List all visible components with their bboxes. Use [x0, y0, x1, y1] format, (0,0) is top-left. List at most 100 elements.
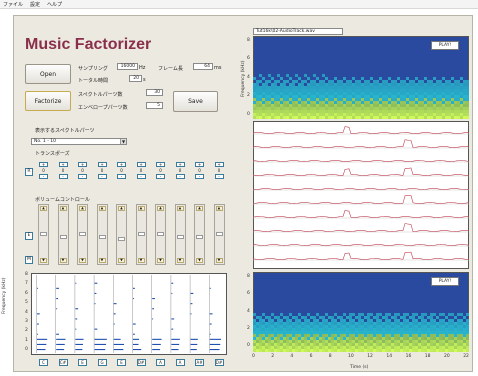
transpose-up-button[interactable]: + — [214, 162, 224, 167]
spectrogram-cell — [373, 113, 376, 116]
slider-down-arrow[interactable]: ▼ — [137, 258, 145, 263]
slider-thumb[interactable] — [118, 236, 125, 241]
volume-slider[interactable]: ▲ ▼ — [174, 204, 186, 265]
transpose-up-button[interactable]: + — [117, 162, 126, 167]
slider-down-arrow[interactable]: ▼ — [176, 258, 184, 263]
slider-up-arrow[interactable]: ▲ — [98, 206, 106, 211]
transpose-reset-button[interactable]: R — [25, 168, 33, 176]
spectrogram-cell — [388, 331, 391, 334]
transpose-up-button[interactable]: + — [97, 162, 107, 167]
slider-down-arrow[interactable]: ▼ — [196, 258, 203, 263]
spectrogram-cell — [466, 80, 469, 83]
spectrogram-cell — [355, 340, 358, 343]
transpose-up-button[interactable]: + — [195, 162, 204, 167]
slider-thumb[interactable] — [40, 232, 47, 237]
transpose-down-button[interactable]: - — [195, 174, 204, 179]
slider-up-arrow[interactable]: ▲ — [59, 206, 67, 211]
transpose-value: 0 — [159, 168, 162, 173]
spectrogram-cell — [292, 107, 295, 110]
slider-down-arrow[interactable]: ▼ — [40, 258, 47, 263]
spectrogram-cell — [397, 331, 400, 334]
frame-length-field[interactable]: 64 — [193, 63, 213, 70]
save-button[interactable]: Save — [173, 91, 218, 112]
transpose-down-button[interactable]: - — [117, 174, 126, 179]
menu-settings[interactable]: 設定 — [30, 1, 41, 8]
slider-up-arrow[interactable]: ▲ — [40, 206, 47, 211]
transpose-down-button[interactable]: - — [97, 174, 107, 179]
transpose-down-button[interactable]: - — [214, 174, 224, 179]
volume-slider[interactable]: ▲ ▼ — [155, 204, 166, 265]
spectrogram-cell — [259, 95, 262, 98]
transpose-down-button[interactable]: - — [78, 174, 87, 179]
menu-file[interactable]: ファイル — [3, 1, 24, 8]
volume-slider[interactable]: ▲ ▼ — [194, 204, 205, 265]
slider-up-arrow[interactable]: ▲ — [196, 206, 203, 211]
volume-slider[interactable]: ▲ ▼ — [77, 204, 88, 265]
transpose-up-button[interactable]: + — [39, 162, 48, 167]
spectrogram-cell — [436, 107, 439, 110]
slider-up-arrow[interactable]: ▲ — [118, 206, 125, 211]
volume-slider[interactable]: ▲ ▼ — [116, 204, 127, 265]
transpose-up-button[interactable]: + — [136, 162, 146, 167]
spectrogram-cell — [385, 331, 388, 334]
slider-up-arrow[interactable]: ▲ — [215, 206, 223, 211]
spectrogram-cell — [262, 116, 265, 119]
slider-down-arrow[interactable]: ▼ — [79, 258, 86, 263]
volume-slider[interactable]: ▲ ▼ — [213, 204, 225, 265]
slider-thumb[interactable] — [157, 232, 164, 237]
transpose-up-button[interactable]: + — [175, 162, 185, 167]
spectrogram-cell — [352, 95, 355, 98]
file-path-field[interactable]: Tut16k\02-AudioTrack.wav — [253, 28, 343, 35]
volume-slider[interactable]: ▲ ▼ — [96, 204, 108, 265]
volume-slider[interactable]: ▲ ▼ — [57, 204, 69, 265]
play-button-top[interactable]: PLAY! — [431, 41, 459, 50]
transpose-down-button[interactable]: - — [156, 174, 165, 179]
sampling-field[interactable]: 16000 — [117, 63, 138, 70]
spectrogram-cell — [400, 80, 403, 83]
slider-down-arrow[interactable]: ▼ — [157, 258, 164, 263]
transpose-up-button[interactable]: + — [58, 162, 68, 167]
spectrogram-cell — [268, 331, 271, 334]
spectrogram-cell — [313, 328, 316, 331]
slider-down-arrow[interactable]: ▼ — [118, 258, 125, 263]
spectral-parts-select[interactable]: No. 1 - 10 ▼ — [31, 138, 127, 145]
transpose-down-button[interactable]: - — [39, 174, 48, 179]
transpose-down-button[interactable]: - — [136, 174, 146, 179]
slider-up-arrow[interactable]: ▲ — [79, 206, 86, 211]
factorize-button[interactable]: Factorize — [25, 91, 71, 111]
play-button-bottom[interactable]: PLAY! — [431, 277, 459, 286]
spectrogram-cell — [457, 104, 460, 107]
slider-thumb[interactable] — [176, 234, 184, 239]
slider-thumb[interactable] — [196, 234, 203, 239]
transpose-up-button[interactable]: + — [156, 162, 165, 167]
spectrogram-cell — [304, 101, 307, 104]
spectrogram-cell — [343, 337, 346, 340]
menu-help[interactable]: ヘルプ — [47, 1, 63, 8]
slider-thumb[interactable] — [137, 232, 145, 237]
slider-up-arrow[interactable]: ▲ — [157, 206, 164, 211]
volume-button-m[interactable]: M — [25, 256, 33, 264]
transpose-down-button[interactable]: - — [175, 174, 185, 179]
slider-thumb[interactable] — [59, 234, 67, 239]
envelope-parts-field[interactable]: 5 — [146, 102, 163, 109]
slider-up-arrow[interactable]: ▲ — [176, 206, 184, 211]
slider-down-arrow[interactable]: ▼ — [98, 258, 106, 263]
slider-thumb[interactable] — [215, 232, 223, 237]
slider-thumb[interactable] — [79, 232, 86, 237]
spectral-parts-field[interactable]: 30 — [146, 89, 163, 96]
volume-slider[interactable]: ▲ ▼ — [135, 204, 147, 265]
total-time-field[interactable]: 20 — [129, 75, 142, 82]
spectrogram-cell — [301, 340, 304, 343]
spectrogram-cell — [349, 316, 352, 319]
slider-up-arrow[interactable]: ▲ — [137, 206, 145, 211]
slider-thumb[interactable] — [98, 234, 106, 239]
note-label: E — [117, 359, 126, 366]
transpose-up-button[interactable]: + — [78, 162, 87, 167]
slider-down-arrow[interactable]: ▼ — [59, 258, 67, 263]
transpose-down-button[interactable]: - — [58, 174, 68, 179]
volume-button-e[interactable]: E — [25, 232, 33, 240]
open-button[interactable]: Open — [25, 64, 71, 84]
slider-down-arrow[interactable]: ▼ — [215, 258, 223, 263]
volume-slider[interactable]: ▲ ▼ — [38, 204, 49, 265]
spectrogram-cell — [388, 98, 391, 101]
